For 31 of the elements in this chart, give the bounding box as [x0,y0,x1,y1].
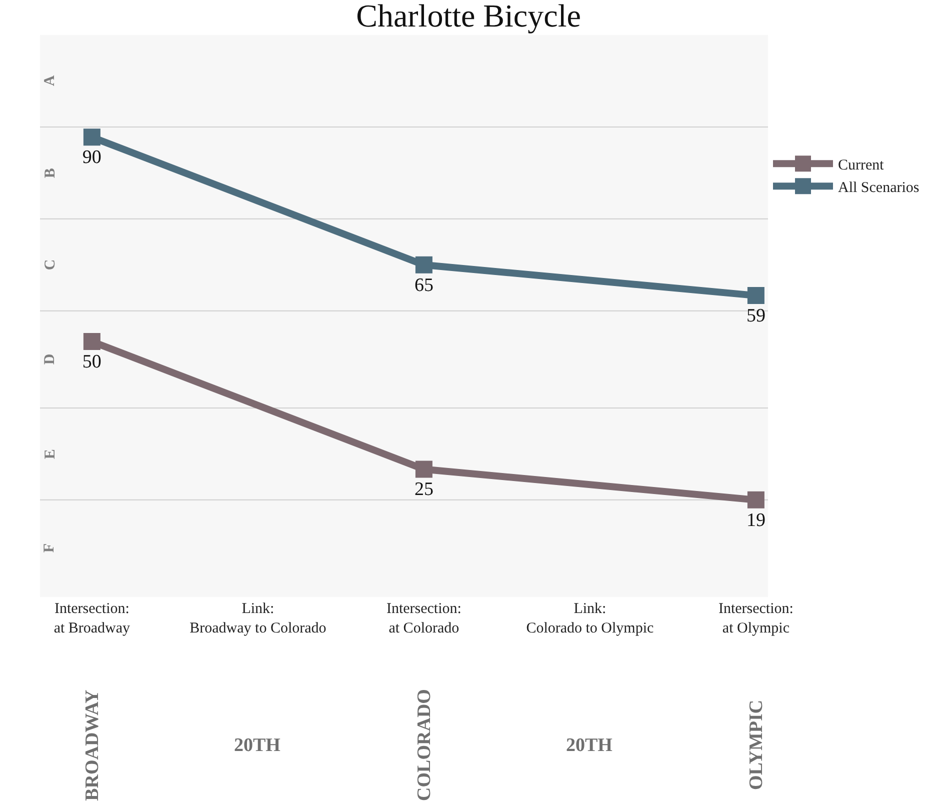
text: OLYMPIC [746,700,767,790]
x-tick-label: Link: Broadway to Colorado [190,601,326,636]
x-tick-label: Intersection: at Broadway [54,601,131,636]
data-label: 25 [414,479,434,500]
point [83,333,100,350]
legend-label: Current [838,158,885,174]
band-label: B [42,168,58,178]
data-label: 90 [82,147,102,168]
x-tick-label: Intersection: at Colorado [386,601,462,636]
text: 20TH [234,735,281,756]
x-tick-label: Intersection: at Olympic [718,601,794,636]
band-label: A [42,75,58,86]
chart-title: Charlotte Bicycle [356,0,581,34]
point [415,256,432,274]
data-label: 65 [414,274,434,296]
legend-label: All Scenarios [838,180,920,196]
data-label: 50 [82,351,102,372]
point [83,128,100,146]
band-label: D [42,354,58,365]
point [747,491,764,508]
text: BROADWAY [82,689,103,801]
text: COLORADO [414,689,435,801]
text: 20TH [566,735,613,756]
band-label: C [42,259,58,270]
point [747,287,764,304]
band-label: F [42,543,58,553]
point [415,460,432,478]
band-label: E [42,449,58,460]
data-label: 59 [746,305,766,326]
x-tick-label: Link: Colorado to Olympic [526,601,654,636]
data-label: 19 [746,510,766,531]
